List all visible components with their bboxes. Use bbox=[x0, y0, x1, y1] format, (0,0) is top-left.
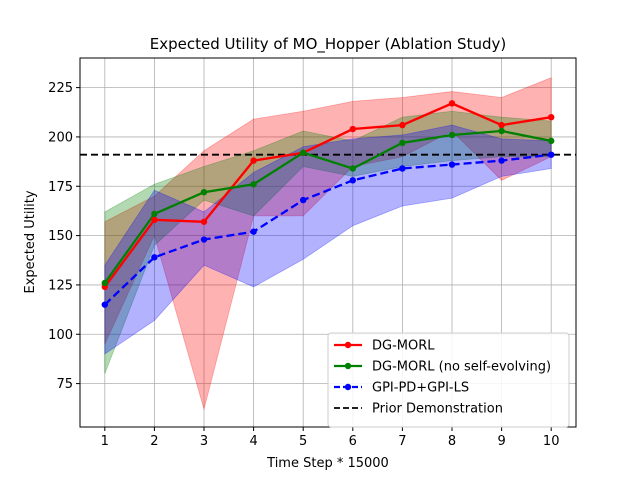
legend: DG-MORL DG-MORL (no self-evolving) GPI-PD+… bbox=[327, 332, 570, 428]
x-tick-label: 9 bbox=[497, 434, 505, 449]
data-point-1-2 bbox=[200, 188, 208, 196]
y-tick-label: 75 bbox=[56, 377, 73, 392]
x-axis-label: Time Step * 15000 bbox=[266, 456, 389, 471]
legend-label-2: GPI-PD+GPI-LS bbox=[372, 381, 469, 396]
x-tick-label: 5 bbox=[299, 434, 307, 449]
y-tick-label: 125 bbox=[48, 278, 73, 293]
data-point-2-1 bbox=[151, 254, 158, 261]
y-tick-label: 225 bbox=[48, 81, 73, 96]
data-point-2-0 bbox=[101, 301, 109, 308]
data-point-1-1 bbox=[151, 210, 158, 218]
series-markers bbox=[101, 100, 555, 308]
data-point-1-9 bbox=[548, 137, 555, 145]
data-point-2-8 bbox=[498, 157, 505, 164]
data-point-2-2 bbox=[200, 236, 208, 243]
x-tick-label: 1 bbox=[101, 434, 109, 449]
data-point-0-7 bbox=[448, 100, 456, 107]
y-tick-label: 175 bbox=[48, 180, 73, 195]
chart-title: Expected Utility of MO_Hopper (Ablation … bbox=[150, 35, 506, 54]
confidence-bands bbox=[104, 77, 552, 411]
data-point-0-9 bbox=[548, 113, 555, 121]
data-point-1-5 bbox=[349, 165, 356, 172]
legend-label-1: DG-MORL (no self-evolving) bbox=[372, 360, 551, 375]
data-point-2-6 bbox=[399, 165, 406, 172]
data-point-2-3 bbox=[250, 228, 257, 235]
data-point-1-8 bbox=[498, 127, 505, 135]
data-point-0-5 bbox=[349, 125, 356, 133]
data-point-0-3 bbox=[250, 157, 257, 164]
data-point-0-2 bbox=[200, 218, 208, 225]
legend-box bbox=[327, 332, 570, 428]
y-tick-label: 200 bbox=[48, 130, 73, 145]
data-point-1-0 bbox=[101, 279, 109, 287]
legend-label-0: DG-MORL bbox=[372, 339, 435, 354]
legend-marker-0 bbox=[344, 341, 352, 349]
data-point-0-1 bbox=[151, 216, 158, 224]
legend-marker-2 bbox=[344, 383, 352, 391]
data-point-2-4 bbox=[300, 196, 307, 204]
band-2 bbox=[104, 124, 552, 355]
x-tick-label: 10 bbox=[543, 434, 560, 449]
y-tick-label: 100 bbox=[48, 328, 73, 343]
x-tick-label: 4 bbox=[249, 434, 257, 449]
data-point-2-9 bbox=[548, 151, 555, 158]
data-point-0-8 bbox=[498, 121, 505, 129]
y-axis-label: Expected Utility bbox=[23, 190, 38, 293]
data-point-2-5 bbox=[349, 177, 356, 184]
series-line-1 bbox=[103, 129, 552, 284]
x-tick-label: 2 bbox=[150, 434, 158, 449]
data-point-1-7 bbox=[448, 131, 456, 139]
y-axis-ticks: 75 100 125 150 175 200 225 bbox=[48, 81, 80, 392]
x-tick-label: 8 bbox=[448, 434, 456, 449]
series-line-2 bbox=[104, 153, 552, 306]
data-point-0-6 bbox=[399, 121, 406, 129]
legend-marker-1 bbox=[344, 362, 352, 370]
x-tick-label: 7 bbox=[398, 434, 406, 449]
legend-label-3: Prior Demonstration bbox=[372, 402, 503, 417]
plot-frame bbox=[79, 57, 577, 428]
data-point-2-7 bbox=[448, 161, 456, 168]
data-point-1-3 bbox=[250, 181, 257, 188]
x-tick-label: 6 bbox=[349, 434, 357, 449]
y-tick-label: 150 bbox=[48, 229, 73, 244]
data-point-1-6 bbox=[399, 139, 406, 147]
x-tick-label: 3 bbox=[200, 434, 208, 449]
series-line-0 bbox=[103, 102, 552, 288]
series-lines bbox=[103, 102, 552, 306]
x-axis-ticks: 1 2 3 4 5 6 7 8 9 10 bbox=[101, 427, 560, 449]
data-point-1-4 bbox=[300, 149, 307, 156]
